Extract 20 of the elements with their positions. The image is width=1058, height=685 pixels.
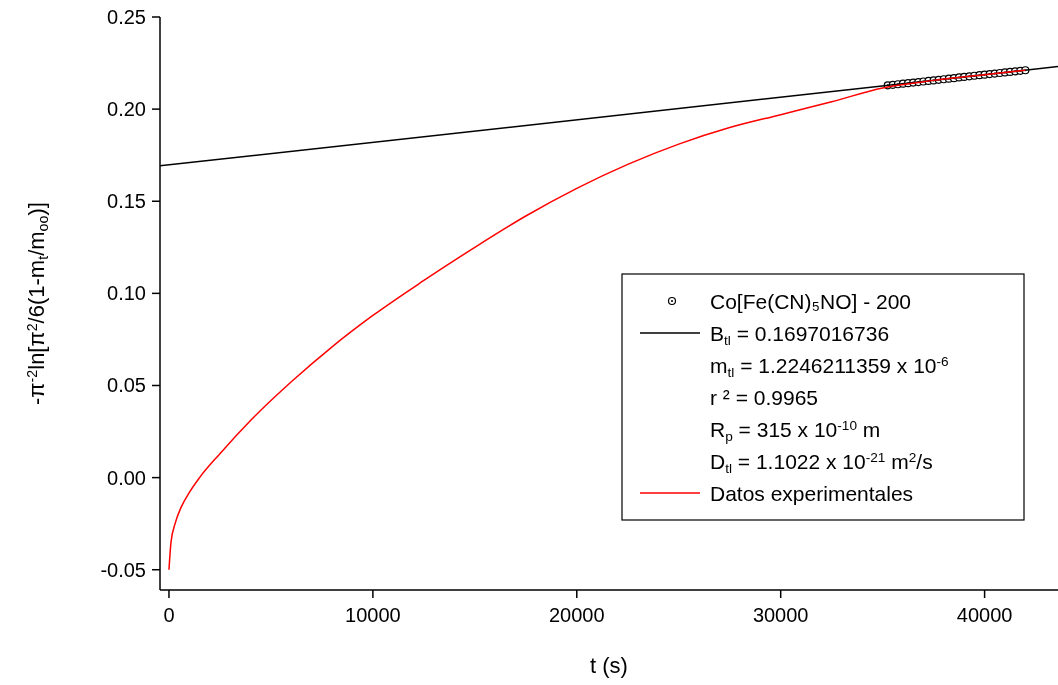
y-tick-label: 0.20 — [107, 98, 146, 121]
x-axis-title: t (s) — [590, 653, 628, 678]
annotation: R$_{p}$ = 315 x 10$^{-10}$ m — [710, 418, 881, 445]
y-tick-label: 0.05 — [107, 374, 146, 397]
y-tick-label: 0.15 — [107, 190, 146, 213]
annotation: D$_{tl}$ = 1.1022 x 10$^{-21}$ m$^{2}$/s — [710, 450, 933, 477]
x-tick-label: 20000 — [548, 604, 605, 626]
annotation: r ² = 0.9965 — [710, 386, 818, 409]
legend-label: Datos experimentales — [710, 482, 914, 505]
x-tick-label: 30000 — [752, 604, 809, 626]
y-tick-label: 0.10 — [107, 282, 146, 305]
legend-label: B$_{tl}$ = 0.1697016736 — [710, 322, 890, 349]
x-tick-label: 40000 — [956, 604, 1013, 626]
y-tick-label: 0.00 — [107, 466, 146, 489]
y-tick-label: -0.05 — [100, 558, 146, 581]
y-tick-label: 0.25 — [107, 6, 146, 28]
x-tick-label: 10000 — [345, 604, 401, 626]
annotation: m$_{tl}$ = 1.2246211359 x 10$^{-6}$ — [710, 354, 949, 381]
legend-label: Co[Fe(CN)₅NO] - 200 — [710, 290, 911, 313]
x-tick-label: 0 — [163, 604, 175, 626]
